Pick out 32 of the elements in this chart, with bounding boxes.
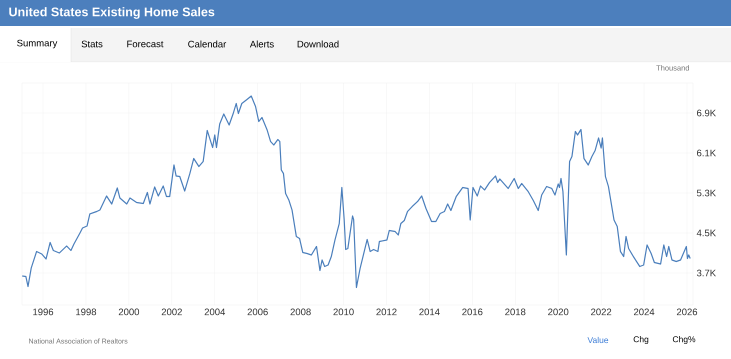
text: Chg% bbox=[672, 336, 696, 344]
x-tick-label: 2022 bbox=[591, 308, 612, 316]
x-tick-label: 2002 bbox=[162, 308, 182, 316]
y-tick-label: 4.5K bbox=[696, 230, 716, 236]
x-tick-label: 2024 bbox=[634, 308, 654, 316]
y-tick-label: 5.3K bbox=[696, 190, 716, 196]
text: Calendar bbox=[188, 40, 226, 48]
y-tick-label: 6.9K bbox=[697, 110, 716, 116]
x-tick-label: 1996 bbox=[33, 308, 54, 316]
text: Chg bbox=[634, 336, 648, 344]
x-tick-label: 2006 bbox=[248, 308, 268, 316]
x-tick-label: 2018 bbox=[505, 308, 526, 316]
text: Summary bbox=[17, 40, 58, 48]
x-tick-label: 2012 bbox=[376, 308, 397, 316]
x-tick-label: 1998 bbox=[76, 308, 96, 316]
text: Alerts bbox=[250, 40, 274, 48]
x-tick-label: 2026 bbox=[676, 308, 698, 316]
x-tick-label: 2014 bbox=[419, 308, 440, 316]
text: Stats bbox=[82, 40, 102, 48]
text: Value bbox=[587, 336, 608, 344]
x-tick-label: 2016 bbox=[462, 308, 482, 316]
y-tick-label: 6.1K bbox=[697, 150, 716, 156]
x-tick-label: 2004 bbox=[204, 308, 226, 316]
x-tick-label: 2008 bbox=[290, 308, 311, 316]
chart-title: United States Existing Home Sales bbox=[9, 7, 214, 19]
x-tick-label: 2020 bbox=[548, 308, 568, 316]
x-tick-label: 2000 bbox=[118, 308, 140, 316]
line-series bbox=[22, 95, 691, 288]
x-tick-label: 2010 bbox=[333, 308, 354, 316]
text: Forecast bbox=[127, 40, 164, 48]
text: Download bbox=[298, 40, 339, 48]
y-tick-label: 3.7K bbox=[696, 270, 716, 276]
